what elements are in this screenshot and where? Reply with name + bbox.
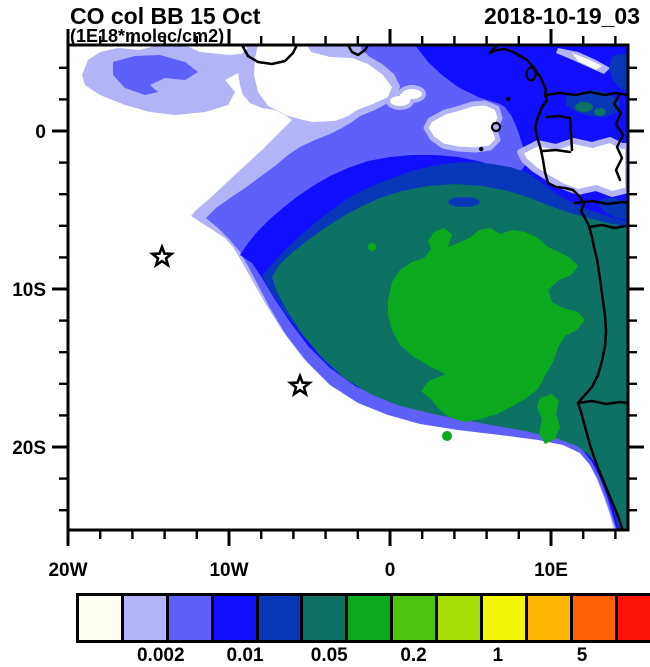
nw-periwinkle-core xyxy=(113,55,198,95)
contour-green xyxy=(388,228,585,422)
datestamp: 2018-10-19_03 xyxy=(483,3,640,29)
colorbar xyxy=(76,593,650,643)
y-axis-label-0: 0 xyxy=(35,122,46,143)
colorbar-cell-12 xyxy=(569,596,615,640)
colorbar-cell-6 xyxy=(300,596,346,640)
colorbar-cell-3 xyxy=(165,596,211,640)
coastline-west-dip xyxy=(240,45,299,66)
white-pocket-gulf xyxy=(423,100,503,153)
y-axis-label-10S: 10S xyxy=(12,280,46,301)
colorbar-cell-5 xyxy=(255,596,301,640)
colorbar-value-0.002: 0.002 xyxy=(136,645,185,666)
x-axis-label-10W: 10W xyxy=(209,560,248,581)
island-sao-tome xyxy=(490,121,502,133)
units-label: (1E18*molec/cm2) xyxy=(70,26,225,46)
colorbar-cell-13 xyxy=(614,596,650,640)
coastline-small-dip xyxy=(346,45,370,57)
coastline-africa-west xyxy=(488,45,624,530)
green-dot-1 xyxy=(442,431,452,441)
colorbar-value-0.01: 0.01 xyxy=(226,645,264,666)
green-coast-patch xyxy=(537,394,560,444)
island-dot-2 xyxy=(506,96,511,102)
green-dot-2 xyxy=(368,243,376,251)
x-axis-label-20W: 20W xyxy=(48,560,87,581)
colorbar-cell-4 xyxy=(210,596,256,640)
teal-dot-2 xyxy=(594,108,606,116)
x-axis-label-0: 0 xyxy=(385,560,396,581)
navy-sliver-in-teal xyxy=(448,197,480,207)
border-east-zigzag xyxy=(612,93,625,182)
colorbar-cell-8 xyxy=(390,596,436,640)
white-pocket-west xyxy=(254,45,392,122)
colorbar-value-1: 1 xyxy=(492,645,504,666)
y-axis-label-20S: 20S xyxy=(12,438,46,459)
border-south xyxy=(576,399,628,406)
colorbar-cell-2 xyxy=(120,596,166,640)
white-band-coast xyxy=(517,137,628,197)
colorbar-cell-1 xyxy=(79,596,121,640)
colorbar-cell-7 xyxy=(345,596,391,640)
island-bioko xyxy=(525,66,537,82)
star-marker-2 xyxy=(286,372,314,398)
border-equator xyxy=(541,148,572,154)
colorbar-value-0.2: 0.2 xyxy=(400,645,427,666)
colorbar-cell-11 xyxy=(524,596,570,640)
white-streak xyxy=(572,53,602,70)
island-dot-1 xyxy=(479,146,484,152)
border-north xyxy=(544,90,628,97)
navy-patch-corner xyxy=(609,54,628,92)
contour-field xyxy=(68,45,628,530)
colorbar-value-5: 5 xyxy=(576,645,588,666)
border-rio-muni xyxy=(545,114,574,152)
border-mid-2 xyxy=(587,223,627,230)
teal-dot-1 xyxy=(575,102,593,112)
page-title: CO col BB 15 Oct xyxy=(70,3,261,29)
colorbar-cell-9 xyxy=(435,596,481,640)
colorbar-value-0.05: 0.05 xyxy=(310,645,348,666)
colorbar-cell-10 xyxy=(480,596,525,640)
star-marker-1 xyxy=(148,243,176,269)
x-axis-label-10E: 10E xyxy=(534,560,568,581)
white-dot-top-band xyxy=(386,85,426,110)
border-mid-1 xyxy=(573,199,628,206)
